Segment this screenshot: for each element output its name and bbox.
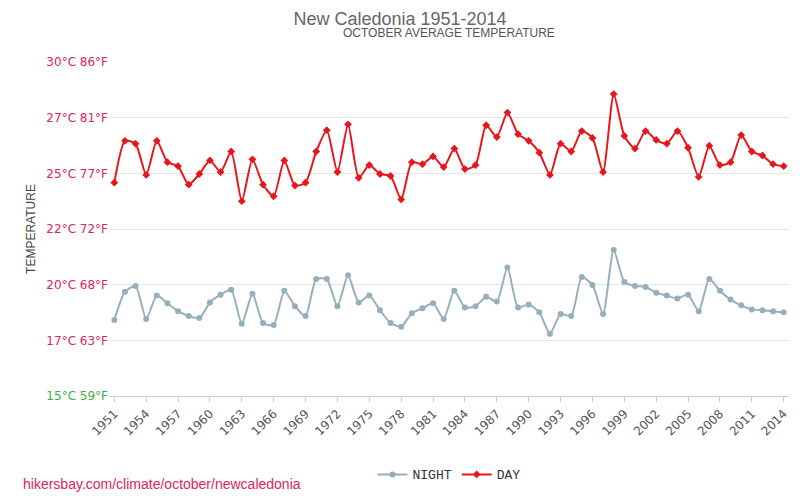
svg-text:1996: 1996 (567, 407, 598, 438)
svg-text:1969: 1969 (280, 407, 311, 438)
svg-text:1963: 1963 (217, 407, 248, 438)
svg-text:2008: 2008 (695, 407, 726, 438)
svg-text:17°C 63°F: 17°C 63°F (46, 334, 108, 348)
svg-text:1972: 1972 (312, 407, 343, 438)
svg-text:15°C 59°F: 15°C 59°F (46, 389, 108, 403)
svg-text:TEMPERATURE: TEMPERATURE (24, 184, 38, 274)
svg-text:1960: 1960 (185, 407, 216, 438)
svg-text:1981: 1981 (408, 407, 439, 438)
svg-text:1987: 1987 (472, 407, 503, 438)
svg-text:DAY: DAY (497, 468, 521, 483)
svg-text:22°C 72°F: 22°C 72°F (46, 222, 108, 236)
svg-text:27°C 81°F: 27°C 81°F (46, 111, 108, 125)
svg-text:New Caledonia 1951-2014: New Caledonia 1951-2014 (293, 9, 506, 29)
svg-text:1975: 1975 (344, 407, 375, 438)
svg-text:25°C 77°F: 25°C 77°F (46, 167, 108, 181)
svg-text:1951: 1951 (89, 407, 120, 438)
svg-text:1966: 1966 (249, 407, 280, 438)
svg-text:30°C 86°F: 30°C 86°F (46, 55, 108, 69)
svg-text:OCTOBER AVERAGE TEMPERATURE: OCTOBER AVERAGE TEMPERATURE (343, 26, 555, 40)
svg-text:NIGHT: NIGHT (413, 468, 452, 483)
svg-text:20°C 68°F: 20°C 68°F (46, 278, 108, 292)
svg-text:2005: 2005 (663, 407, 694, 438)
svg-text:1993: 1993 (535, 407, 566, 438)
svg-text:hikersbay.com/climate/october/: hikersbay.com/climate/october/newcaledon… (23, 476, 301, 492)
svg-text:1990: 1990 (504, 407, 535, 438)
svg-text:2002: 2002 (631, 407, 662, 438)
svg-text:1957: 1957 (153, 407, 184, 438)
svg-text:1954: 1954 (121, 407, 152, 438)
svg-text:1978: 1978 (376, 407, 407, 438)
svg-text:2014: 2014 (759, 407, 790, 438)
svg-text:2011: 2011 (727, 407, 758, 438)
svg-text:1999: 1999 (599, 407, 630, 438)
svg-text:1984: 1984 (440, 407, 471, 438)
